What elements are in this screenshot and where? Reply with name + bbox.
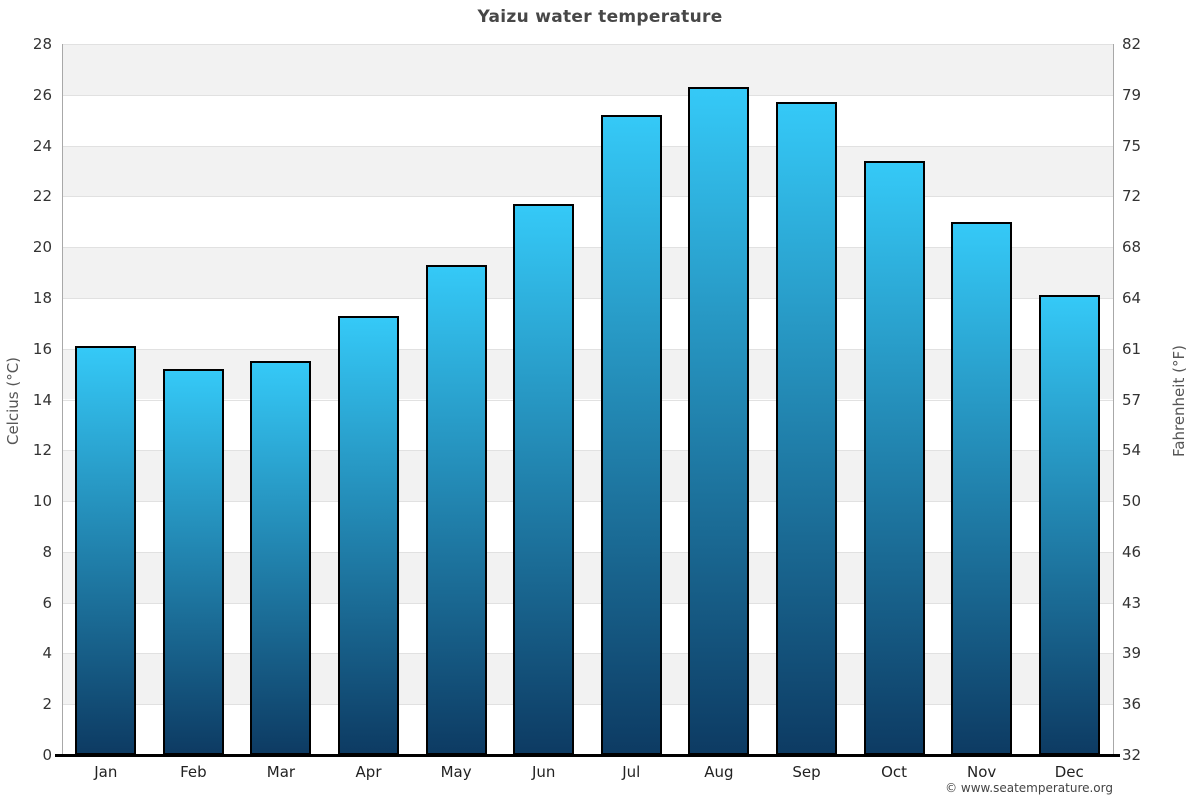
fahrenheit-tick-46: 46 [1122, 542, 1142, 561]
celsius-tick-10: 10 [32, 492, 52, 511]
plot-band [62, 145, 1113, 197]
gridline-16c [62, 349, 1113, 350]
plot-band [62, 551, 1113, 603]
fahrenheit-axis-title: Fahrenheit (°F) [1170, 345, 1188, 457]
chart-plot-area [62, 44, 1113, 755]
fahrenheit-tick-75: 75 [1122, 136, 1142, 155]
fahrenheit-tick-43: 43 [1122, 593, 1142, 612]
gridline-24c [62, 146, 1113, 147]
bar-sep[interactable] [776, 102, 837, 755]
plot-band [62, 348, 1113, 400]
plot-band [62, 501, 1113, 552]
plot-band [62, 196, 1113, 248]
month-label-aug: Aug [704, 763, 734, 781]
plot-band [62, 704, 1113, 755]
bar-jun[interactable] [513, 204, 574, 755]
celsius-tick-22: 22 [32, 187, 52, 206]
plot-band [62, 602, 1113, 654]
right-axis-line [1113, 44, 1114, 755]
bar-may[interactable] [426, 265, 487, 755]
gridline-4c [62, 653, 1113, 654]
fahrenheit-tick-79: 79 [1122, 85, 1142, 104]
month-label-dec: Dec [1054, 763, 1084, 781]
month-label-mar: Mar [266, 763, 296, 781]
month-label-feb: Feb [180, 763, 207, 781]
gridline-12c [62, 450, 1113, 451]
celsius-tick-12: 12 [32, 441, 52, 460]
celsius-tick-14: 14 [32, 390, 52, 409]
fahrenheit-tick-72: 72 [1122, 187, 1142, 206]
plot-band [62, 44, 1113, 95]
fahrenheit-tick-68: 68 [1122, 238, 1142, 257]
celsius-tick-4: 4 [42, 644, 52, 663]
gridline-6c [62, 603, 1113, 604]
bottom-axis-line [55, 754, 1120, 757]
plot-band [62, 399, 1113, 451]
gridline-10c [62, 501, 1113, 502]
celsius-tick-8: 8 [42, 542, 52, 561]
plot-band [62, 297, 1113, 349]
chart-title: Yaizu water temperature [477, 7, 723, 27]
gridline-2c [62, 704, 1113, 705]
celsius-tick-26: 26 [32, 85, 52, 104]
month-label-jun: Jun [531, 763, 556, 781]
left-axis-line [62, 44, 63, 755]
fahrenheit-tick-57: 57 [1122, 390, 1142, 409]
fahrenheit-tick-36: 36 [1122, 695, 1142, 714]
celsius-tick-6: 6 [42, 593, 52, 612]
fahrenheit-tick-61: 61 [1122, 339, 1142, 358]
fahrenheit-tick-50: 50 [1122, 492, 1142, 511]
bar-jan[interactable] [75, 346, 136, 755]
plot-band [62, 94, 1113, 146]
month-label-jan: Jan [94, 763, 118, 781]
celsius-tick-0: 0 [42, 746, 52, 764]
month-label-oct: Oct [881, 763, 907, 781]
celsius-tick-16: 16 [32, 339, 52, 358]
month-label-jul: Jul [622, 763, 641, 781]
fahrenheit-tick-39: 39 [1122, 644, 1142, 663]
bar-aug[interactable] [688, 87, 749, 755]
month-label-nov: Nov [966, 763, 997, 781]
gridline-22c [62, 196, 1113, 197]
fahrenheit-tick-64: 64 [1122, 288, 1142, 307]
gridline-14c [62, 400, 1113, 401]
plot-band [62, 450, 1113, 502]
gridline-26c [62, 95, 1113, 96]
month-label-may: May [440, 763, 472, 781]
fahrenheit-tick-82: 82 [1122, 35, 1142, 53]
bar-jul[interactable] [601, 115, 662, 755]
celsius-tick-28: 28 [32, 35, 52, 53]
bar-apr[interactable] [338, 316, 399, 755]
fahrenheit-tick-32: 32 [1122, 746, 1142, 764]
celsius-tick-18: 18 [32, 288, 52, 307]
gridline-8c [62, 552, 1113, 553]
bar-mar[interactable] [250, 361, 311, 755]
bar-oct[interactable] [864, 161, 925, 755]
bar-nov[interactable] [951, 222, 1012, 755]
celsius-tick-2: 2 [42, 695, 52, 714]
fahrenheit-tick-54: 54 [1122, 441, 1142, 460]
plot-band [62, 247, 1113, 298]
bar-feb[interactable] [163, 369, 224, 755]
celsius-tick-24: 24 [32, 136, 52, 155]
month-label-sep: Sep [792, 763, 821, 781]
gridline-28c [62, 44, 1113, 45]
celsius-tick-20: 20 [32, 238, 52, 257]
gridline-20c [62, 247, 1113, 248]
celsius-axis-title: Celcius (°C) [4, 356, 22, 446]
gridline-18c [62, 298, 1113, 299]
plot-band [62, 653, 1113, 705]
bar-dec[interactable] [1039, 295, 1100, 755]
month-label-apr: Apr [355, 763, 382, 781]
copyright-note: © www.seatemperature.org [945, 781, 1113, 795]
